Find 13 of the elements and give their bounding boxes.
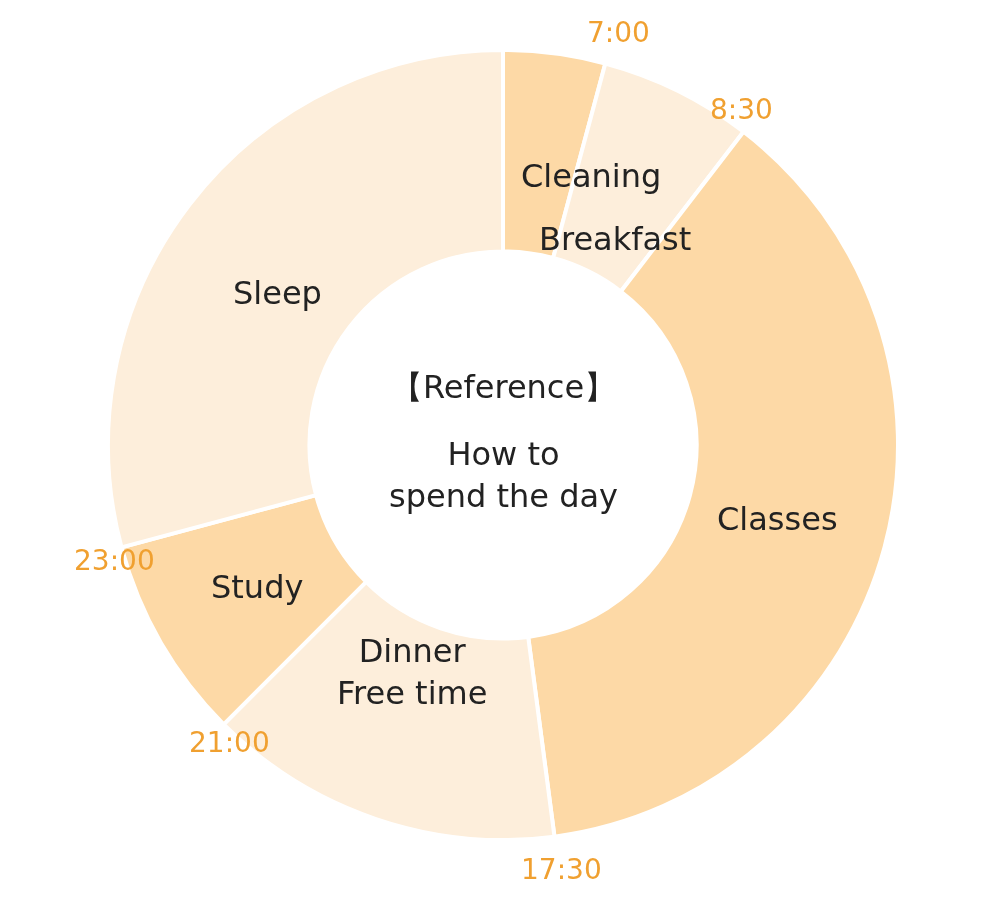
text: How to spend the day <box>389 435 618 515</box>
slice-label: Classes <box>717 500 838 538</box>
text: 【Reference】 <box>391 368 617 406</box>
slice-label: Cleaning <box>521 157 662 195</box>
text: 8:30 <box>710 93 773 126</box>
slice-label: Sleep <box>233 274 322 312</box>
text: 17:30 <box>521 853 602 886</box>
slice-label: Study <box>211 568 304 606</box>
slice-label: Breakfast <box>539 220 692 258</box>
slice-label: Dinner Free time <box>337 632 488 712</box>
text: 23:00 <box>74 544 155 577</box>
text: 7:00 <box>587 16 650 49</box>
text: 21:00 <box>189 726 270 759</box>
